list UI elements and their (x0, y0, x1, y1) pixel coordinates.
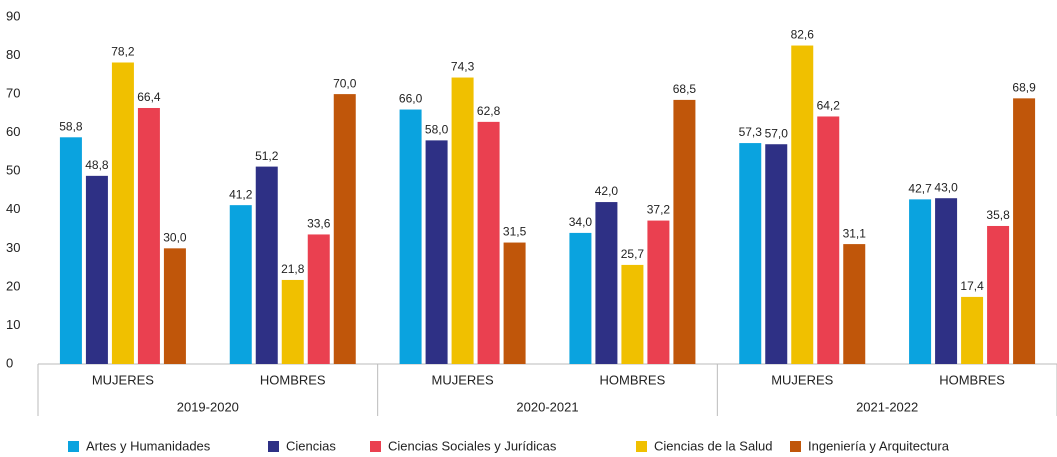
x-tick-label: MUJERES (92, 372, 154, 387)
bar (137, 107, 160, 364)
value-label: 34,0 (569, 215, 593, 229)
bar (647, 220, 670, 364)
bar (791, 45, 814, 364)
x-tick-label: HOMBRES (939, 372, 1005, 387)
value-label: 66,0 (399, 92, 423, 106)
bar (229, 205, 252, 364)
value-label: 74,3 (451, 60, 475, 74)
y-tick-label: 80 (6, 47, 20, 62)
value-label: 62,8 (477, 104, 501, 118)
legend-swatch (370, 441, 381, 452)
value-label: 58,8 (59, 119, 83, 133)
value-label: 25,7 (621, 247, 645, 261)
value-label: 35,8 (986, 208, 1010, 222)
bar (961, 296, 984, 364)
bar (673, 99, 696, 365)
bar (765, 144, 788, 364)
bar (255, 166, 278, 364)
y-tick-label: 40 (6, 201, 20, 216)
x-tick-label: HOMBRES (260, 372, 326, 387)
legend-swatch (268, 441, 279, 452)
bar (59, 137, 82, 364)
value-label: 51,2 (255, 149, 279, 163)
bar (307, 234, 330, 364)
bar (451, 77, 474, 364)
value-label: 42,7 (908, 182, 932, 196)
value-label: 42,0 (595, 184, 619, 198)
bar (843, 244, 866, 364)
y-tick-label: 20 (6, 278, 20, 293)
legend-swatch (636, 441, 647, 452)
y-tick-label: 0 (6, 355, 13, 370)
bar (1013, 98, 1036, 364)
bar (621, 264, 644, 364)
bar (477, 121, 500, 364)
x-tick-label: HOMBRES (600, 372, 666, 387)
group-label: 2020-2021 (516, 399, 578, 414)
value-label: 48,8 (85, 158, 109, 172)
value-label: 57,3 (739, 125, 763, 139)
value-label: 70,0 (333, 76, 357, 90)
group-label: 2019-2020 (177, 399, 239, 414)
y-tick-label: 70 (6, 86, 20, 101)
value-label: 41,2 (229, 187, 253, 201)
bar (399, 109, 422, 365)
bar (987, 225, 1010, 364)
value-label: 68,9 (1012, 81, 1036, 95)
value-label: 58,0 (425, 123, 449, 137)
value-label: 82,6 (791, 28, 815, 42)
value-label: 66,4 (137, 90, 161, 104)
value-label: 17,4 (960, 279, 984, 293)
value-label: 68,5 (673, 82, 697, 96)
value-label: 37,2 (647, 203, 671, 217)
group-label: 2021-2022 (856, 399, 918, 414)
value-label: 31,1 (843, 226, 867, 240)
bar (503, 242, 526, 364)
bar (163, 248, 186, 364)
bar (569, 232, 592, 364)
legend-label: Ciencias Sociales y Jurídicas (388, 438, 557, 453)
x-tick-label: MUJERES (771, 372, 833, 387)
y-tick-label: 50 (6, 163, 20, 178)
value-label: 30,0 (163, 231, 187, 245)
bar (333, 94, 356, 364)
value-label: 78,2 (111, 45, 135, 59)
bar (85, 175, 108, 364)
legend-swatch (68, 441, 79, 452)
value-label: 43,0 (934, 180, 958, 194)
y-tick-label: 60 (6, 124, 20, 139)
y-tick-label: 10 (6, 317, 20, 332)
legend-label: Ciencias (286, 438, 336, 453)
value-label: 21,8 (281, 262, 305, 276)
value-label: 31,5 (503, 225, 527, 239)
legend-swatch (790, 441, 801, 452)
x-tick-label: MUJERES (432, 372, 494, 387)
legend-label: Ciencias de la Salud (654, 438, 773, 453)
bar (281, 279, 304, 364)
bar (817, 116, 840, 365)
value-label: 33,6 (307, 217, 331, 231)
bar (111, 62, 134, 365)
bar (739, 143, 762, 364)
bar (909, 199, 932, 364)
bar (425, 140, 448, 364)
legend-label: Artes y Humanidades (86, 438, 211, 453)
value-label: 64,2 (817, 99, 841, 113)
bar (935, 198, 958, 364)
y-tick-label: 90 (6, 8, 20, 23)
bar (595, 202, 618, 364)
legend-label: Ingeniería y Arquitectura (808, 438, 950, 453)
y-tick-label: 30 (6, 240, 20, 255)
value-label: 57,0 (765, 126, 789, 140)
